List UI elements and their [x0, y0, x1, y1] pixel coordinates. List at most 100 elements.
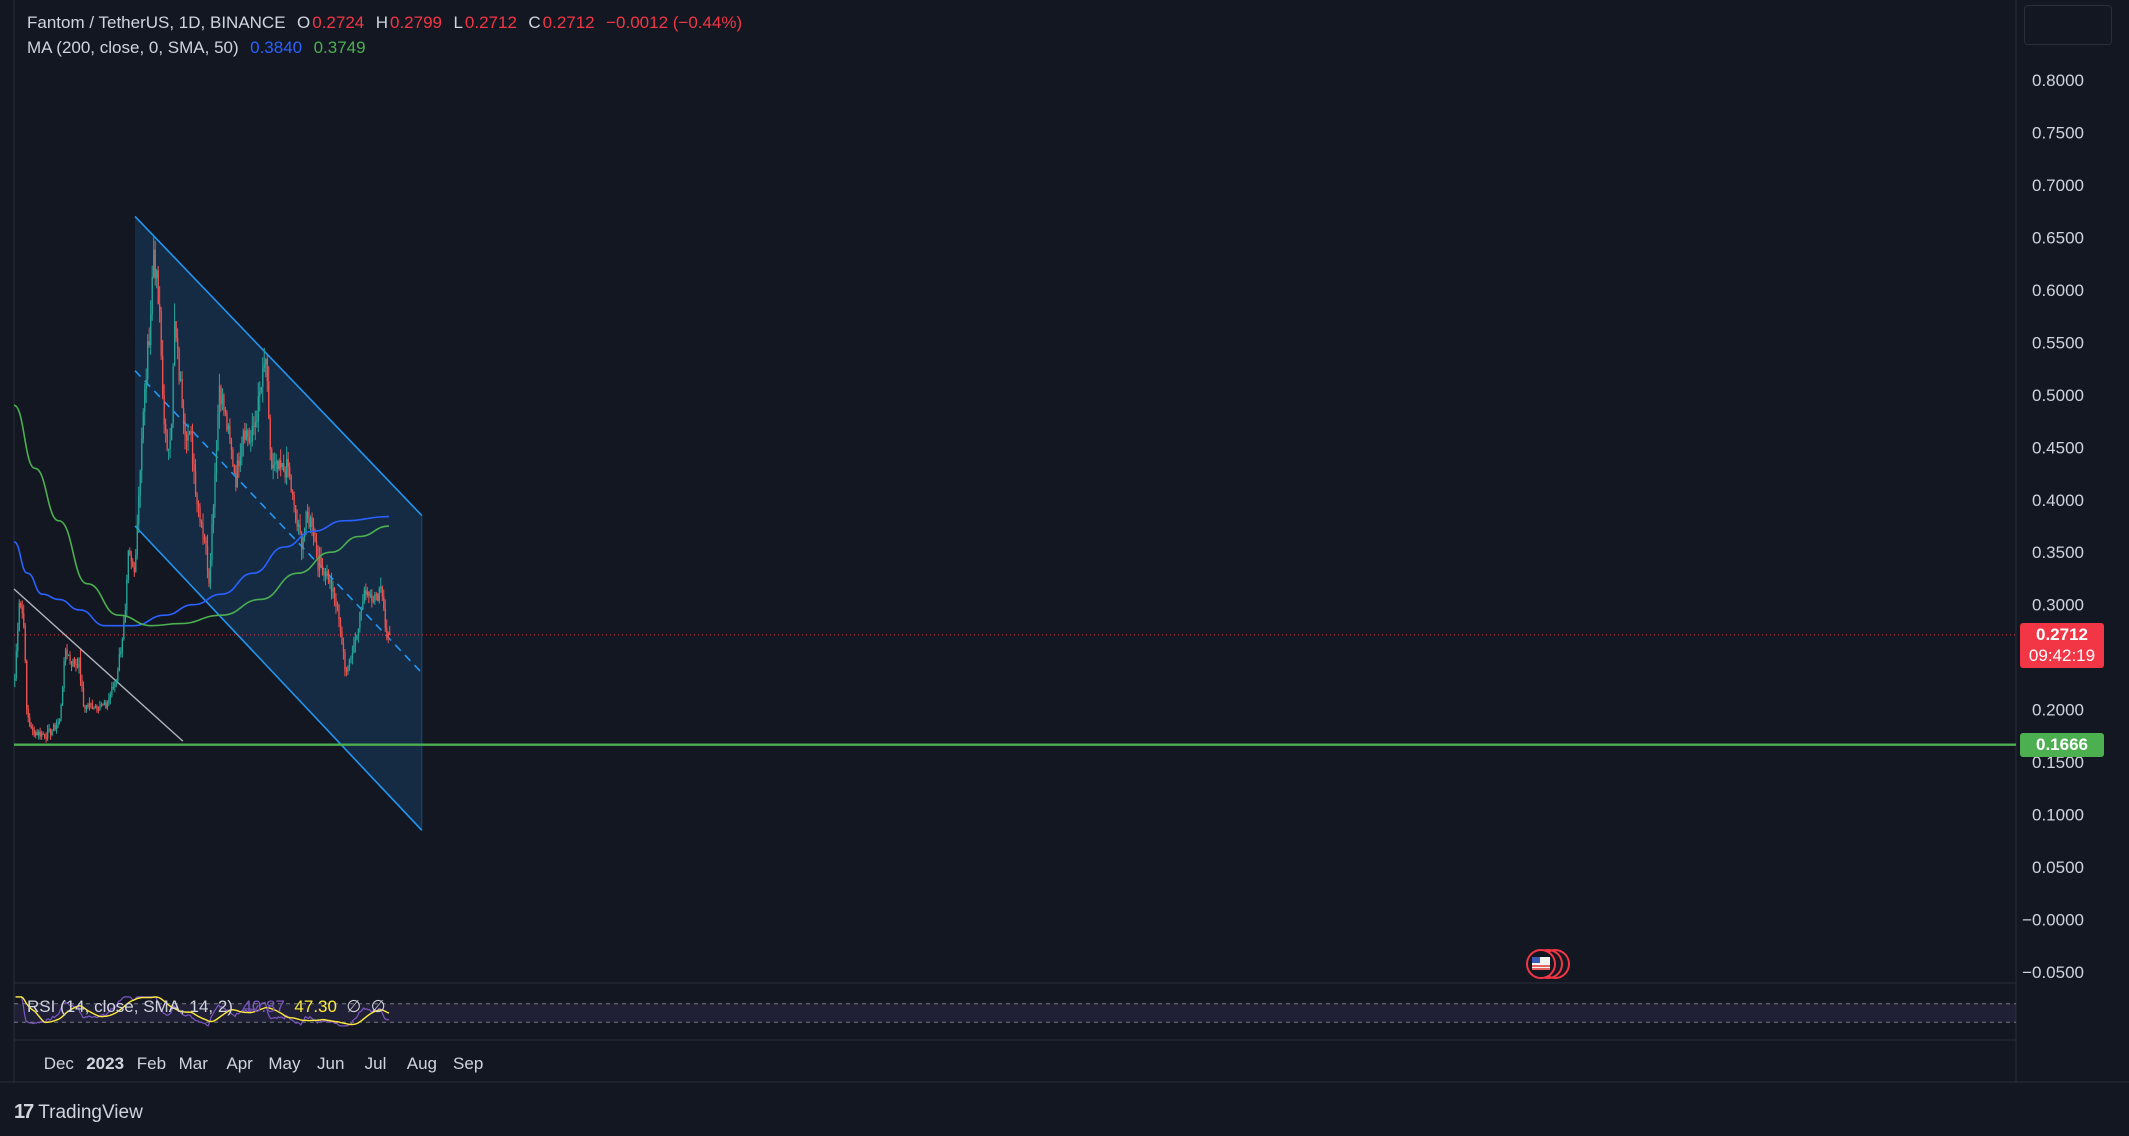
support-line[interactable]: [14, 634, 2016, 746]
price-axis[interactable]: 0.8000 0.7500 0.7000 0.6500 0.6000 0.5500 0.50…: [2022, 71, 2084, 982]
symbol-label[interactable]: Fantom / TetherUS, 1D, BINANCE: [27, 13, 286, 32]
candle-body: [354, 639, 357, 645]
candle-body: [266, 359, 268, 382]
candle-body: [126, 579, 128, 611]
high-label: H: [375, 13, 388, 32]
candle-body: [172, 366, 174, 424]
candle-body: [50, 728, 52, 735]
candle-body: [308, 517, 310, 527]
moving-averages: [13, 404, 390, 627]
candle-body: [148, 341, 150, 345]
candle-body: [179, 379, 182, 381]
candle-body: [181, 379, 183, 408]
candle-body: [351, 653, 354, 659]
candle-body: [26, 660, 28, 709]
candle-body: [380, 587, 382, 589]
candle-body: [320, 557, 322, 566]
candle-body: [79, 657, 82, 680]
trendline-segment[interactable]: [13, 588, 184, 742]
candle-body: [389, 633, 391, 635]
candle-body: [256, 421, 258, 423]
candle-body: [223, 395, 225, 411]
candle-body: [302, 537, 304, 550]
rsi-ma-line: [15, 996, 390, 1026]
candle-body: [268, 381, 270, 418]
candle-body: [323, 571, 325, 576]
candle-body: [112, 686, 115, 688]
candle-body: [341, 631, 343, 645]
ma-value: 0.3840: [250, 38, 303, 57]
candle-body: [129, 550, 131, 556]
parallel-channel[interactable]: [134, 215, 423, 831]
price-tick-label: −0.0500: [2022, 963, 2084, 982]
ohlc-legend: Fantom / TetherUS, 1D, BINANCE O 0.2724 H…: [27, 13, 744, 33]
rsi-legend[interactable]: RSI (14, close, SMA, 14, 2) 40.87 47.30 …: [27, 997, 386, 1017]
candle-body: [244, 430, 246, 440]
candle-body: [387, 632, 389, 638]
price-tick-label: 0.6000: [2032, 281, 2084, 300]
candle-body: [336, 605, 339, 607]
candle-body: [360, 609, 363, 612]
candle-body: [284, 470, 286, 478]
candle-body: [371, 594, 373, 602]
candle-body: [55, 725, 58, 730]
ma-legend[interactable]: MA (200, close, 0, SMA, 50) 0.3840 0.374…: [27, 38, 368, 58]
candle-body: [287, 459, 289, 468]
candle-body: [238, 460, 240, 467]
candle-body: [326, 570, 328, 577]
candle-body: [196, 494, 198, 504]
candle-body: [93, 708, 95, 710]
candle-body: [289, 467, 291, 476]
candle-body: [324, 571, 327, 577]
candle-body: [121, 639, 124, 652]
candle-body: [357, 628, 360, 637]
candle-body: [73, 659, 76, 665]
event-flag-icon[interactable]: [1526, 949, 1570, 979]
time-tick-label: May: [268, 1054, 301, 1073]
time-axis[interactable]: Dec 2023 Feb Mar Apr May Jun Jul Aug Sep: [44, 1054, 484, 1073]
channel-lower-line[interactable]: [134, 525, 423, 831]
low-label: L: [453, 13, 463, 32]
candle-body: [82, 687, 85, 707]
candle-body: [221, 395, 224, 405]
candle-body: [188, 430, 191, 434]
candle-body: [76, 664, 79, 668]
candle-body: [78, 657, 80, 668]
trendline[interactable]: [13, 588, 184, 742]
support-price-value: 0.1666: [2036, 735, 2088, 754]
candle-body: [372, 601, 375, 603]
ma-label: MA (200, close, 0, SMA, 50): [27, 38, 239, 57]
candle-body: [305, 511, 307, 529]
candle-body: [254, 421, 256, 427]
brand-name: TradingView: [38, 1101, 143, 1123]
candle-body: [32, 728, 34, 730]
candle-body: [147, 341, 149, 380]
candle-body: [293, 495, 295, 506]
candle-body: [327, 570, 330, 583]
support-price-badge[interactable]: 0.1666: [2020, 733, 2104, 757]
channel-upper-line[interactable]: [134, 215, 423, 517]
top-right-control[interactable]: [2024, 5, 2112, 45]
last-price-badge[interactable]: 0.2712 09:42:19: [2020, 623, 2104, 668]
candle-body: [151, 276, 153, 315]
candle-body: [133, 567, 135, 573]
candle-body: [171, 423, 173, 441]
candle-body: [345, 670, 348, 672]
candle-body: [47, 730, 49, 739]
candle-body: [35, 732, 37, 736]
rsi-ma-value: 47.30: [294, 997, 337, 1016]
candle-body: [197, 503, 200, 508]
candle-body: [187, 433, 189, 441]
candle-body: [317, 555, 319, 571]
candle-body: [185, 435, 188, 441]
price-tick-label: 0.2000: [2032, 701, 2084, 720]
candle-body: [14, 678, 16, 681]
footer[interactable]: 17 TradingView: [14, 1101, 143, 1124]
last-price-value: 0.2712: [2036, 625, 2088, 644]
candle-body: [61, 687, 64, 705]
candle-body: [339, 619, 342, 632]
candle-body: [269, 417, 271, 450]
candle-body: [262, 367, 264, 387]
candle-body: [265, 359, 267, 365]
